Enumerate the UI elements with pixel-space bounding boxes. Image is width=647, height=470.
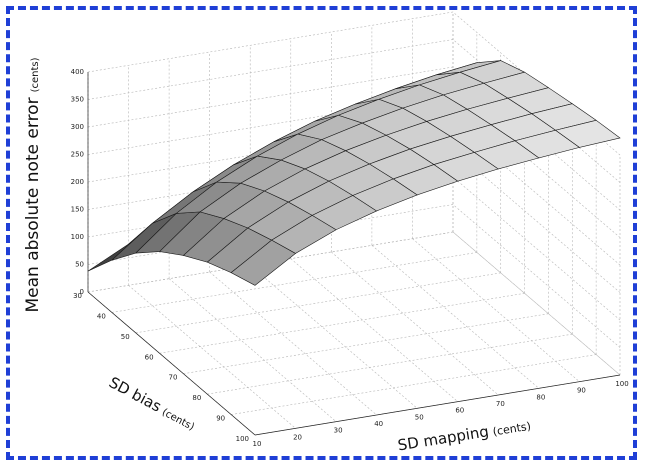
gridline-y-floor [207, 333, 573, 395]
z-tick-label: 100 [71, 233, 84, 241]
z-tick-label: 300 [71, 123, 84, 131]
x-tick-label: 60 [455, 407, 464, 415]
gridline-y-floor [183, 313, 549, 375]
z-axis-label: Mean absolute note error(cents) [23, 57, 43, 312]
tick-labels: 0 50 100 150 200 250 300 350 400 30 40 50 60 70 80 90 10… [71, 68, 629, 448]
z-tick-label: 50 [75, 261, 84, 269]
y-tick-label: 80 [192, 394, 201, 402]
x-tick-label: 30 [334, 427, 343, 435]
gridline-x-floor [331, 251, 499, 396]
gridline-x-floor [412, 238, 580, 382]
z-tick-label: 350 [71, 96, 84, 104]
gridline-x-floor [290, 258, 458, 402]
y-tick-label: 90 [216, 415, 225, 423]
gridline-y-floor [231, 354, 597, 415]
x-tick-label: 50 [415, 413, 424, 421]
figure-border [6, 6, 637, 460]
gridline-x-floor [128, 285, 296, 429]
y-tick-label: 60 [145, 353, 154, 361]
z-tick-label: 150 [71, 206, 84, 214]
y-tick-label: 70 [169, 374, 178, 382]
y-tick-label: 30 [73, 292, 82, 300]
x-tick-label: 20 [293, 433, 302, 441]
gridline-z [87, 204, 621, 348]
gridline-y-floor [135, 272, 501, 334]
z-tick-label: 200 [71, 178, 84, 186]
x-tick-label: 70 [496, 400, 505, 408]
gridline-x-floor [168, 278, 337, 422]
z-tick-label: 250 [71, 151, 84, 159]
z-tick-label: 0 [80, 288, 84, 296]
gridline-x-floor [371, 245, 540, 389]
gridline-y-floor [111, 252, 477, 313]
y-tick-label: 50 [121, 333, 130, 341]
x-tick-label: 100 [615, 380, 628, 388]
gridline-x-floor [209, 271, 377, 416]
x-axis-label: SD mapping (cents) [396, 416, 531, 455]
surface-patch [554, 119, 621, 148]
y-axis-line [87, 291, 256, 436]
x-tick-label: 10 [253, 440, 262, 448]
x-axis-line [254, 374, 621, 436]
x-tick-label: 90 [577, 387, 586, 395]
gridline-y-floor [159, 292, 525, 354]
gridline-x-floor [250, 265, 418, 409]
gridline-x-floor [452, 231, 621, 376]
x-tick-label: 80 [536, 393, 545, 401]
y-tick-label: 100 [236, 435, 249, 443]
y-tick-label: 40 [97, 312, 106, 320]
x-tick-label: 40 [374, 420, 383, 428]
z-tick-label: 400 [71, 68, 84, 76]
y-axis-label: SD bias(cents) [106, 373, 199, 434]
surface-mesh [87, 60, 621, 286]
